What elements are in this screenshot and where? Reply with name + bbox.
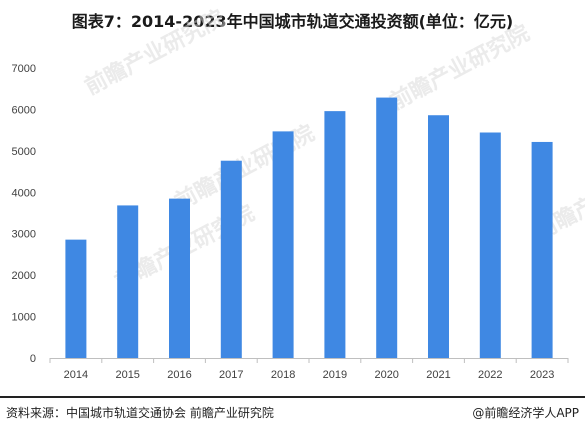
bar	[65, 239, 87, 358]
watermark-text: 前瞻产业研究院	[171, 120, 319, 215]
y-tick-label: 0	[30, 353, 36, 365]
bar	[117, 205, 139, 358]
footer-divider	[0, 396, 585, 398]
y-tick-label: 4000	[12, 187, 36, 199]
y-tick-labels: 0 1000 2000 3000 4000 5000 6000 7000	[12, 63, 36, 365]
brand-credit: @前瞻经济学人APP	[472, 406, 579, 420]
x-tick-label: 2020	[374, 369, 398, 381]
bar	[531, 141, 553, 358]
y-tick-label: 7000	[12, 63, 36, 75]
y-tick-label: 6000	[12, 104, 36, 116]
bar	[169, 198, 190, 358]
bar	[428, 115, 449, 358]
bar	[324, 111, 346, 359]
x-tick-label: 2014	[64, 369, 88, 381]
bar	[220, 160, 242, 358]
y-tick-label: 1000	[12, 312, 36, 324]
x-tick-label: 2015	[115, 369, 139, 381]
x-tick-label: 2016	[167, 369, 191, 381]
x-tick-label: 2022	[478, 369, 502, 381]
y-tick-label: 2000	[12, 270, 36, 282]
x-tick-label: 2019	[323, 369, 347, 381]
bar	[272, 131, 294, 358]
x-tick-label: 2018	[271, 369, 295, 381]
x-tick-label: 2021	[426, 369, 450, 381]
source-note: 资料来源：中国城市轨道交通协会 前瞻产业研究院	[6, 406, 274, 420]
x-tick-labels: 2014 2015 2016 2017 2018 2019 2020 2021 2022 2023	[64, 369, 555, 381]
x-tick-marks	[49, 358, 569, 363]
chart-title: 图表7：2014-2023年中国城市轨道交通投资额(单位：亿元)	[71, 12, 514, 31]
watermark-text: 前瞻产业研究院	[81, 5, 229, 100]
y-tick-label: 5000	[12, 146, 36, 158]
y-tick-label: 3000	[12, 229, 36, 241]
x-tick-label: 2023	[530, 369, 554, 381]
bar	[376, 97, 398, 358]
bars	[65, 97, 553, 359]
bar	[479, 132, 501, 358]
x-tick-label: 2017	[219, 369, 243, 381]
watermark-text: 前瞻产业研究院	[386, 20, 534, 115]
